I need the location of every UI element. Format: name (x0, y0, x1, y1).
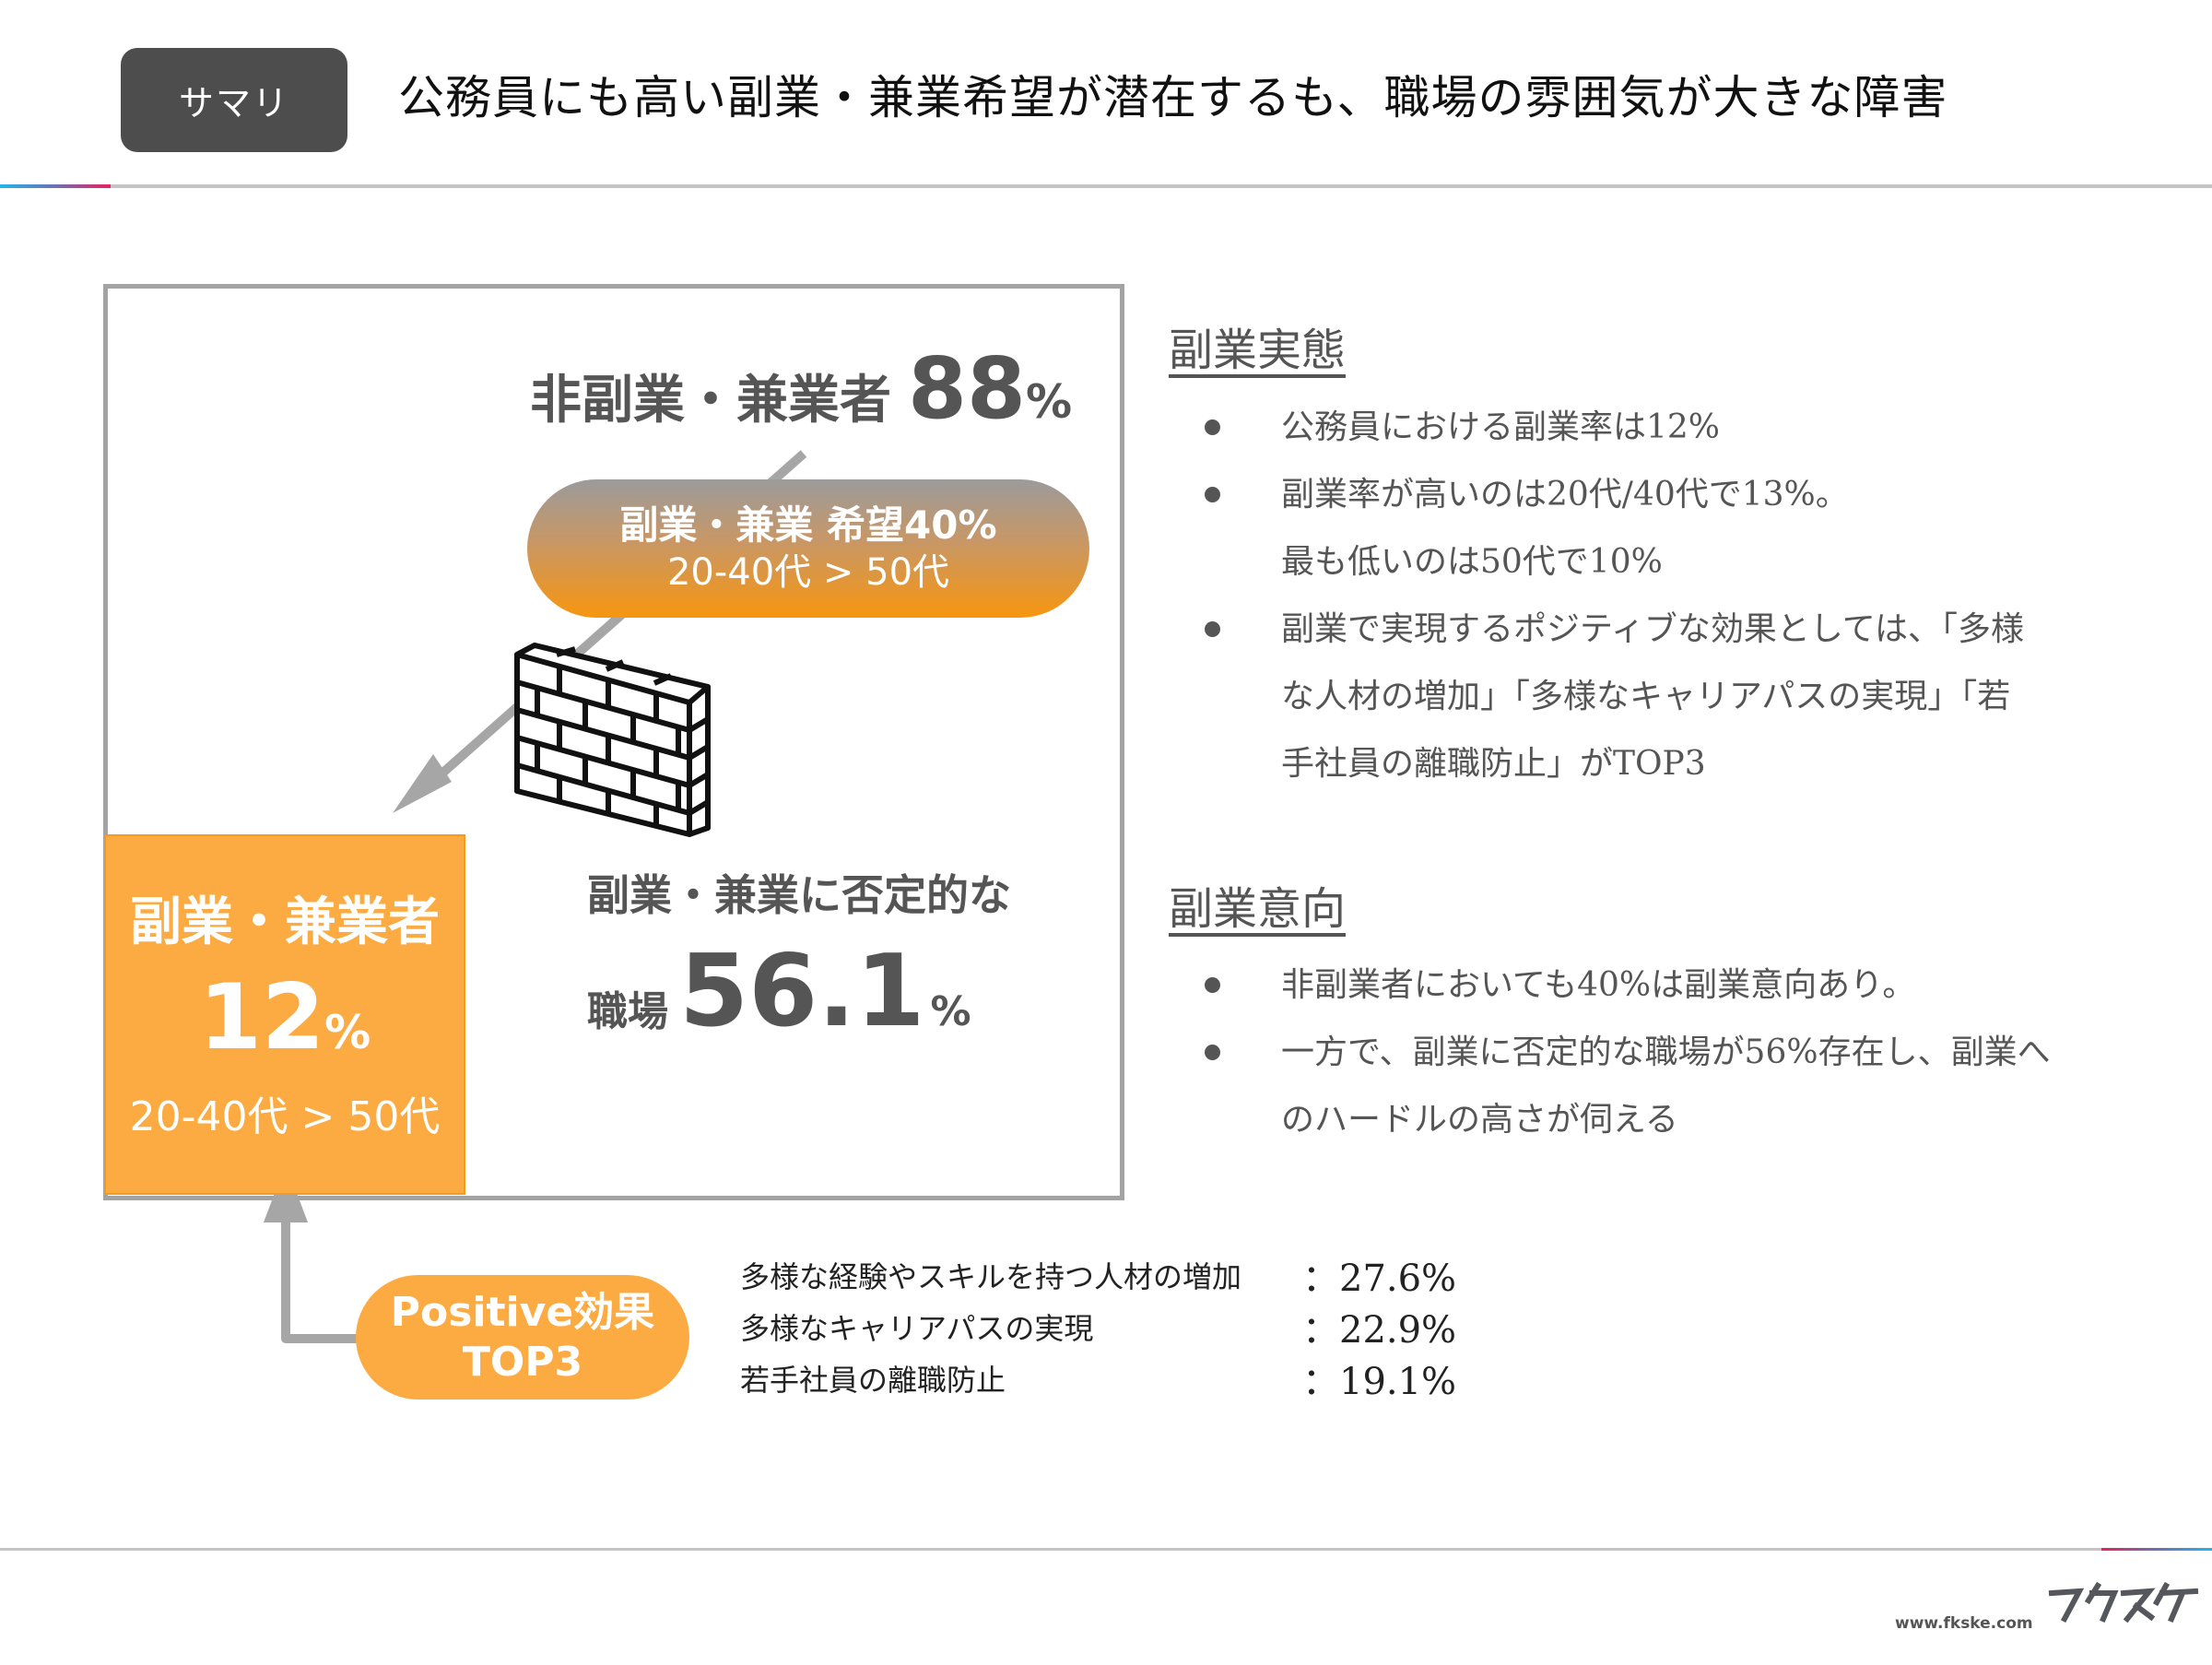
non-side-job-value: 88 (908, 339, 1027, 438)
bullet-line: 副業で実現するポジティブな効果としては、「多様 (1281, 610, 2025, 648)
side-job-unit: % (324, 1006, 371, 1059)
bullet-line: 公務員における副業率は12% (1281, 408, 1721, 446)
bullet-line: 最も低いのは50代で10% (1281, 543, 1663, 581)
diagram-frame (103, 284, 1124, 1200)
top3-row: 若手社員の離職防止 ：19.1% (740, 1352, 1456, 1404)
side-job-value: 12 (198, 965, 325, 1070)
positive-effect-label: Positive効果 (390, 1288, 655, 1336)
section-heading-actual: 副業実態 (1169, 325, 1347, 376)
top3-name: 多様なキャリアパスの実現 (740, 1311, 1094, 1346)
bullet-item: 非副業者においても40%は副業意向あり。 (1198, 951, 2175, 1019)
negative-workplace-unit: % (930, 988, 971, 1035)
bullet-dot-icon (1205, 977, 1220, 993)
side-job-ages: 20-40代 > 50代 (129, 1093, 441, 1140)
positive-effect-sub: TOP3 (462, 1338, 583, 1386)
bullet-dot-icon (1205, 621, 1220, 637)
bottom-divider-accent (2101, 1548, 2212, 1551)
bullet-line: 一方で、副業に否定的な職場が56%存在し、副業へ (1281, 1033, 2051, 1071)
brand-logo-icon (2048, 1582, 2199, 1624)
bullet-line: のハードルの高さが伺える (1281, 1101, 1678, 1139)
top3-value: ：19.1% (1302, 1361, 1457, 1403)
bullet-dot-icon (1205, 487, 1220, 502)
top3-value: ：27.6% (1302, 1258, 1457, 1300)
bullet-line: な人材の増加」「多様なキャリアパスの実現」「若 (1281, 678, 2011, 715)
bullet-item: 公務員における副業率は12% (1198, 394, 2175, 461)
top3-name: 若手社員の離職防止 (740, 1363, 1006, 1398)
footer-url: www.fkske.com (1895, 1614, 2033, 1633)
top3-value: ：22.9% (1302, 1309, 1457, 1352)
negative-workplace-value: 56.1 (679, 934, 925, 1049)
section-bullets-actual: 公務員における副業率は12% 副業率が高いのは20代/40代で13%。 最も低い… (1198, 394, 2175, 797)
bullet-item: 副業で実現するポジティブな効果としては、「多様 な人材の増加」「多様なキャリアパ… (1198, 596, 2175, 797)
section-tag: サマリ (121, 48, 347, 152)
negative-workplace-label2: 職場 (587, 988, 668, 1035)
section-bullets-intent: 非副業者においても40%は副業意向あり。 一方で、副業に否定的な職場が56%存在… (1198, 951, 2175, 1153)
negative-workplace-stat: 副業・兼業に否定的な 職場 56.1% (587, 862, 1011, 1049)
bullet-item: 一方で、副業に否定的な職場が56%存在し、副業へ のハードルの高さが伺える (1198, 1019, 2175, 1153)
side-job-stat: 12% (106, 965, 464, 1070)
top-divider (0, 184, 2212, 188)
side-job-box: 副業・兼業者 12% 20-40代 > 50代 (104, 834, 465, 1195)
bottom-divider (0, 1548, 2212, 1551)
bullet-item: 副業率が高いのは20代/40代で13%。 最も低いのは50代で10% (1198, 461, 2175, 596)
wish-pill: 副業・兼業 希望40% 20-40代 > 50代 (527, 479, 1089, 618)
bullet-line: 手社員の離職防止」がTOP3 (1281, 745, 1706, 783)
top3-name: 多様な経験やスキルを持つ人材の増加 (740, 1259, 1242, 1294)
top3-list: 多様な経験やスキルを持つ人材の増加 ：27.6% 多様なキャリアパスの実現 ：2… (740, 1249, 1456, 1404)
top3-row: 多様な経験やスキルを持つ人材の増加 ：27.6% (740, 1249, 1456, 1301)
page-title: 公務員にも高い副業・兼業希望が潜在するも、職場の雰囲気が大きな障害 (398, 71, 1948, 124)
top-divider-accent (0, 184, 111, 188)
bullet-line: 非副業者においても40%は副業意向あり。 (1281, 966, 1916, 1004)
wish-rate: 副業・兼業 希望40% (619, 502, 997, 548)
wish-ages: 20-40代 > 50代 (666, 551, 950, 594)
non-side-job-label: 非副業・兼業者 (530, 371, 891, 431)
non-side-job-stat: 非副業・兼業者 88% (530, 339, 1072, 438)
positive-effect-pill: Positive効果 TOP3 (356, 1275, 689, 1399)
top3-row: 多様なキャリアパスの実現 ：22.9% (740, 1301, 1456, 1352)
side-job-label: 副業・兼業者 (130, 892, 440, 952)
bullet-dot-icon (1205, 1045, 1220, 1060)
non-side-job-unit: % (1026, 375, 1073, 429)
bullet-line: 副業率が高いのは20代/40代で13%。 (1281, 476, 1849, 514)
bullet-dot-icon (1205, 419, 1220, 435)
section-heading-intent: 副業意向 (1169, 883, 1347, 935)
negative-workplace-label: 副業・兼業に否定的な (587, 870, 1011, 920)
